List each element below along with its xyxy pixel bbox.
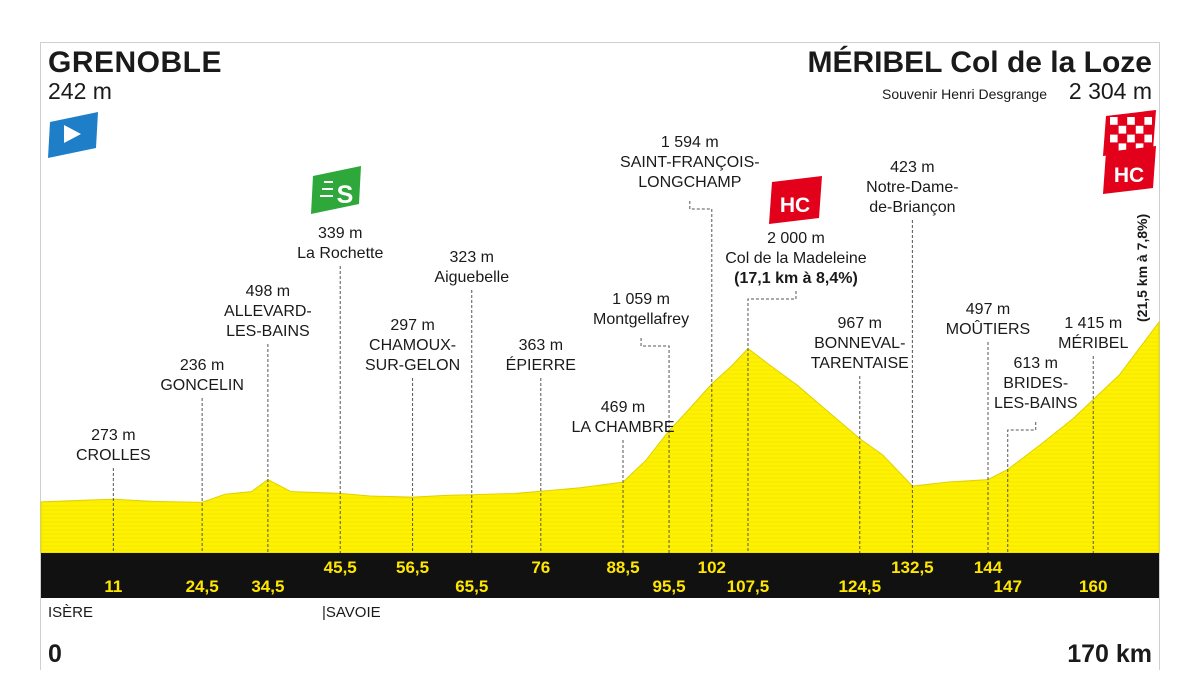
flag-check [1110,117,1118,125]
point-altitude: 339 m [318,225,362,242]
point-altitude: 497 m [966,301,1010,318]
point-name: Col de la Madeleine [725,250,867,267]
point-name: Montgellafrey [593,311,689,328]
point-name: BRIDES- [1003,375,1068,392]
point-name: SUR-GELON [365,357,460,374]
km-label: 24,5 [186,577,219,596]
flag-check [1127,134,1135,143]
point-altitude: 363 m [519,337,563,354]
point-name: ALLEVARD- [224,303,312,320]
hc-badge-label-madeleine: HC [780,194,810,217]
point-altitude: 1 415 m [1064,315,1122,332]
point-name: CROLLES [76,447,151,464]
hc-badge-icon-final: HC [1103,146,1156,194]
point-altitude: 423 m [890,159,934,176]
point-altitude: 236 m [180,357,224,374]
point-labels: 273 m CROLLES 236 m GONCELIN 498 m ALLEVARD- L… [76,134,1128,464]
km-label: 124,5 [838,577,881,596]
km-label: 102 [698,558,726,577]
flag-check [1144,134,1152,143]
finish-altitude: 2 304 m [1068,78,1152,104]
point-name: Notre-Dame- [866,179,958,196]
start-flag-icon [48,112,98,158]
point-name: BONNEVAL- [814,335,905,352]
flag-check [1144,117,1152,125]
km-label: 95,5 [653,577,686,596]
point-name: La Rochette [297,245,383,262]
frame-top-line [40,42,1160,43]
km-label: 45,5 [324,558,357,577]
region-isere: ISÈRE [48,604,94,621]
flag-check [1110,134,1118,143]
point-name: MÉRIBEL [1058,333,1128,352]
distance-end: 170 km [1067,640,1152,668]
km-label: 11 [104,577,122,596]
sprint-badge-label: S [337,181,354,209]
start-town-name: GRENOBLE [48,46,223,79]
km-label: 56,5 [396,558,429,577]
km-label: 147 [994,577,1022,596]
point-altitude: 297 m [390,317,434,334]
sprint-badge-icon: S [311,166,361,214]
km-label: 107,5 [727,577,770,596]
finish-checkered-flag-icon [1103,110,1156,156]
point-altitude: 273 m [91,427,135,444]
flag-check [1127,117,1135,125]
point-altitude: 1 059 m [612,291,670,308]
distance-start: 0 [48,640,62,668]
finish-subtitle: Souvenir Henri Desgrange [882,86,1047,102]
point-name: LONGCHAMP [638,174,741,191]
point-altitude: 2 000 m [767,230,825,247]
leader-line [747,291,797,553]
point-altitude: 967 m [838,315,882,332]
point-name: LES-BAINS [994,395,1078,412]
flag-check [1118,143,1127,152]
point-name: Aiguebelle [434,269,509,286]
hc-badge-label-final: HC [1114,164,1144,187]
point-name: LES-BAINS [226,323,310,340]
point-name: SAINT-FRANÇOIS- [620,154,760,171]
point-name: LA CHAMBRE [571,419,674,436]
hc-badge-icon-madeleine: HC [769,176,822,224]
point-leaders [112,201,1094,553]
start-altitude: 242 m [48,78,112,104]
km-band [41,553,1159,598]
point-name: GONCELIN [160,377,244,394]
km-label: 88,5 [606,558,639,577]
point-altitude: 1 594 m [661,134,719,151]
point-name: MOÛTIERS [946,319,1030,338]
leader-line [1007,422,1037,553]
leader-line [640,338,670,553]
km-label: 76 [531,558,550,577]
flag-check [1118,125,1127,134]
km-label: 160 [1079,577,1107,596]
point-altitude: 613 m [1014,355,1058,372]
km-label: 34,5 [251,577,284,596]
frame-left-line [40,42,41,670]
region-savoie: |SAVOIE [322,604,381,621]
point-altitude: 469 m [601,399,645,416]
point-name: de-Briançon [869,199,955,216]
finish-town-name: MÉRIBEL Col de la Loze [807,46,1153,79]
km-label: 144 [974,558,1003,577]
km-label: 132,5 [891,558,934,577]
point-name: CHAMOUX- [369,337,456,354]
leader-line [689,201,713,553]
km-label: 65,5 [455,577,488,596]
km-labels: 11 24,5 34,5 45,5 56,5 65,5 76 88,5 95,5 102107,5… [104,558,1107,596]
flag-check [1135,143,1144,152]
point-name: ÉPIERRE [506,355,576,374]
point-altitude: 498 m [246,283,290,300]
point-name: (17,1 km à 8,4%) [734,270,858,287]
final-climb-note: (21,5 km à 7,8%) [1134,214,1150,322]
flag-check [1135,125,1144,134]
point-altitude: 323 m [450,249,494,266]
point-name: TARENTAISE [811,355,909,372]
